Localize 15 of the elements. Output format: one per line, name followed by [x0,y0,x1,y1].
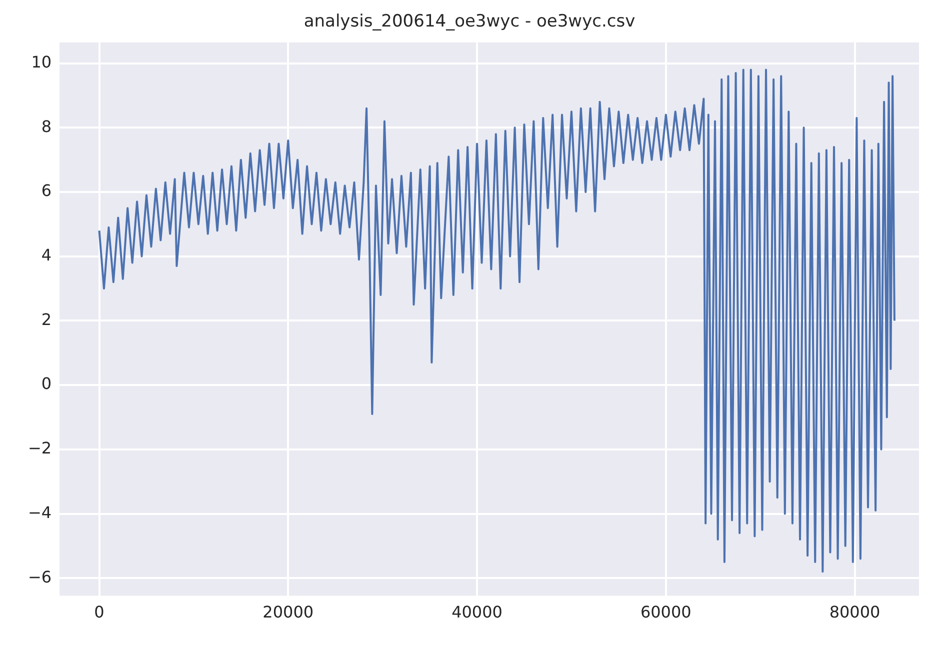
y-tick-label: −6 [28,567,52,586]
x-tick-label: 20000 [262,602,314,622]
y-tick-label: 6 [41,181,52,200]
y-tick-label: 0 [41,374,52,394]
x-tick-label: 40000 [452,602,502,622]
y-tick-label: −4 [28,502,52,522]
x-tick-label: 60000 [640,602,692,622]
x-tick-label: 80000 [829,602,880,622]
y-tick-label: 4 [41,246,52,265]
chart-title: analysis_200614_oe3wyc - oe3wyc.csv [304,12,636,32]
x-tick-label: 0 [94,602,104,622]
y-tick-label: −2 [28,438,52,458]
y-tick-label: 8 [41,116,52,136]
y-tick-label: 2 [41,310,52,329]
y-tick-label: 10 [31,52,52,72]
